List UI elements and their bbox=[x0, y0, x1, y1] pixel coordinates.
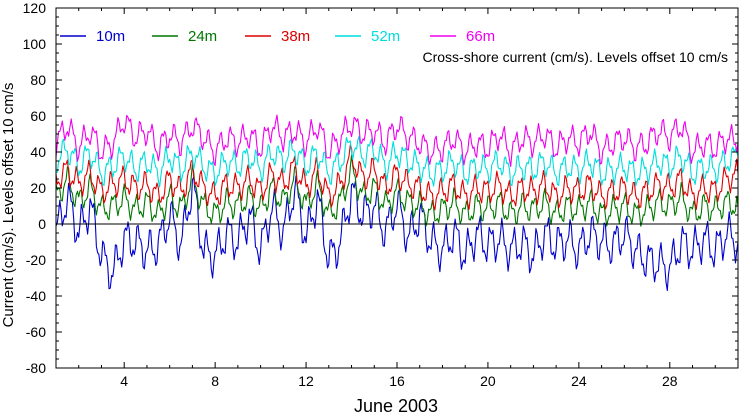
y-tick-label: 0 bbox=[38, 216, 46, 232]
x-tick-label: 4 bbox=[120, 373, 128, 389]
x-tick-label: 24 bbox=[571, 373, 587, 389]
y-tick-label: 100 bbox=[23, 36, 47, 52]
legend: 10m 24m 38m 52m 66m bbox=[60, 28, 495, 45]
series-line-38m bbox=[55, 144, 739, 211]
y-tick-label: 60 bbox=[30, 108, 46, 124]
y-tick-label: 40 bbox=[30, 144, 46, 160]
y-tick-label: -40 bbox=[26, 288, 46, 304]
y-axis-title: Current (cm/s). Levels offset 10 cm/s bbox=[0, 83, 17, 328]
legend-label-38m: 38m bbox=[281, 28, 310, 45]
y-axis-ticks: -80 -60 -40 -20 0 20 40 60 80 100 120 bbox=[23, 0, 738, 376]
legend-label-10m: 10m bbox=[96, 28, 125, 45]
x-tick-label: 16 bbox=[389, 373, 405, 389]
chart-annotation: Cross-shore current (cm/s). Levels offse… bbox=[423, 49, 729, 65]
series-line-66m bbox=[55, 114, 739, 167]
y-tick-label: -80 bbox=[26, 360, 46, 376]
series-line-52m bbox=[55, 135, 739, 188]
legend-label-66m: 66m bbox=[466, 28, 495, 45]
y-tick-label: 120 bbox=[23, 0, 47, 16]
x-tick-label: 8 bbox=[211, 373, 219, 389]
legend-label-24m: 24m bbox=[188, 28, 217, 45]
y-tick-label: 20 bbox=[30, 180, 46, 196]
series-line-10m bbox=[55, 175, 739, 292]
x-axis-ticks: 4 8 12 16 20 24 28 bbox=[55, 8, 739, 389]
x-tick-label: 20 bbox=[480, 373, 496, 389]
x-tick-label: 12 bbox=[298, 373, 314, 389]
series-layer bbox=[55, 114, 739, 292]
series-line-24m bbox=[55, 154, 739, 227]
x-axis-title: June 2003 bbox=[354, 396, 438, 414]
x-tick-label: 28 bbox=[662, 373, 678, 389]
y-tick-label: -20 bbox=[26, 252, 46, 268]
y-tick-label: -60 bbox=[26, 324, 46, 340]
y-tick-label: 80 bbox=[30, 72, 46, 88]
legend-label-52m: 52m bbox=[371, 28, 400, 45]
